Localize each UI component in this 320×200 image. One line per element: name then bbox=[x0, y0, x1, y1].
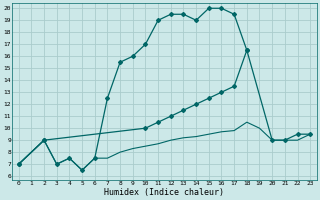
X-axis label: Humidex (Indice chaleur): Humidex (Indice chaleur) bbox=[104, 188, 224, 197]
